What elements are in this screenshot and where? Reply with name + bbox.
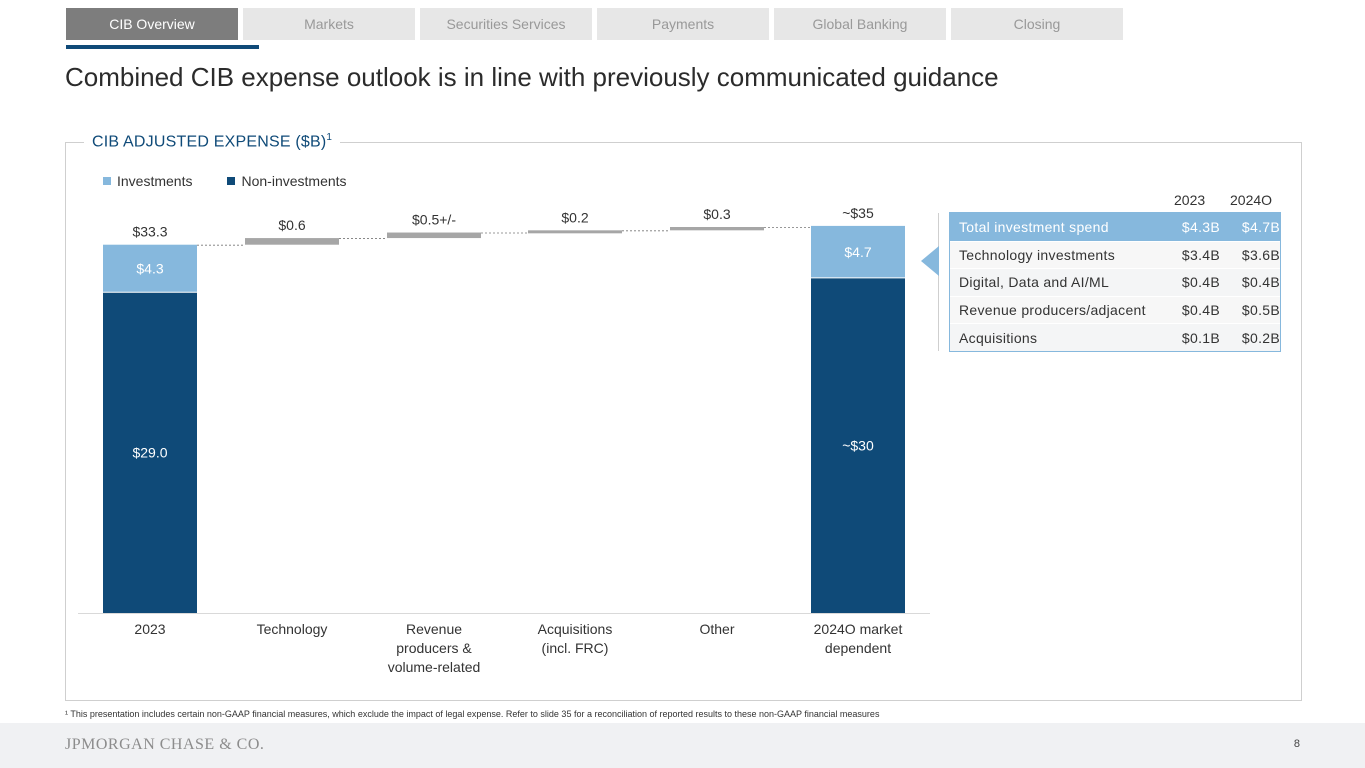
active-tab-underline — [66, 45, 259, 49]
table-row-label: Revenue producers/adjacent — [959, 302, 1146, 319]
step-data-label: $0.5+/- — [412, 212, 456, 228]
legend-investments: Investments — [103, 173, 192, 189]
chart-panel — [65, 142, 1302, 701]
panel-title: CIB ADJUSTED EXPENSE ($B)1 — [84, 132, 341, 152]
legend-investments-swatch — [103, 177, 111, 185]
investment-table: Total investment spend $4.3B $4.7B Technolo… — [949, 212, 1281, 352]
table-row-label: Technology investments — [959, 246, 1116, 263]
table-row: Digital, Data and AI/ML $0.4B $0.4B — [950, 268, 1280, 296]
table-cell-2024o: $0.2B — [1241, 329, 1280, 346]
data-label-2024o-non-investments: ~$30 — [842, 437, 874, 453]
data-label-2024o-investments: $4.7 — [844, 244, 871, 260]
tab-cib-overview[interactable]: CIB Overview — [66, 8, 238, 40]
waterfall-chart: $29.0 $4.3 $33.3 $0.6 $0.5+/- $0.2 $0.3 ~$30 $4.… — [78, 205, 930, 675]
x-tick-label: producers & — [396, 640, 472, 656]
table-header-2024o: 2024O — [1230, 192, 1273, 208]
table-row: Acquisitions $0.1B $0.2B — [950, 323, 1280, 351]
table-cell-2024o: $3.6B — [1241, 246, 1280, 263]
legend-non-investments-swatch — [227, 177, 236, 185]
step-data-label: $0.6 — [278, 217, 305, 233]
step-bar — [387, 232, 481, 239]
section-tabs: CIB Overview Markets Securities Services… — [66, 8, 1123, 40]
table-total-row: Total investment spend $4.3B $4.7B — [950, 213, 1280, 241]
table-cell-2024o: $0.5B — [1241, 302, 1280, 319]
bar-2024o-non-investments — [811, 277, 905, 613]
page-number: 8 — [1293, 738, 1300, 750]
tab-global-banking[interactable]: Global Banking — [774, 8, 946, 40]
page-title: Combined CIB expense outlook is in line … — [65, 62, 999, 92]
step-data-label: $0.3 — [703, 206, 730, 222]
tab-payments[interactable]: Payments — [597, 8, 769, 40]
data-label-2023-total: $33.3 — [132, 224, 167, 240]
table-cell-2023: $3.4B — [1181, 246, 1220, 263]
x-tick-label: (incl. FRC) — [542, 640, 609, 656]
bar-2024o-investments — [811, 225, 905, 278]
data-label-2023-investments: $4.3 — [136, 260, 163, 276]
panel-title-footnote-marker: 1 — [326, 132, 333, 143]
table-cell-2024o: $0.4B — [1241, 274, 1280, 291]
table-cell-2023: $0.4B — [1181, 302, 1220, 319]
legend-non-investments: Non-investments — [227, 173, 347, 189]
x-tick-label: volume-related — [388, 659, 481, 675]
company-logo: JPMORGAN CHASE & CO. — [65, 736, 265, 753]
footnote: ¹ This presentation includes certain non… — [65, 709, 880, 719]
x-tick-label: Technology — [257, 621, 328, 637]
table-cell-2023: $0.4B — [1181, 274, 1220, 291]
tab-markets[interactable]: Markets — [243, 8, 415, 40]
data-label-2023-non-investments: $29.0 — [132, 445, 167, 461]
footer-bar — [0, 723, 1365, 768]
step-bar — [670, 227, 764, 231]
legend-investments-label: Investments — [117, 173, 193, 189]
chart-legend: Investments Non-investments — [103, 173, 347, 189]
table-row: Technology investments $3.4B $3.6B — [950, 240, 1280, 269]
bar-2023-investments — [103, 244, 197, 293]
tab-closing[interactable]: Closing — [951, 8, 1123, 40]
table-row-label: Digital, Data and AI/ML — [959, 274, 1110, 291]
data-label-2024o-total: ~$35 — [842, 205, 874, 221]
legend-non-investments-label: Non-investments — [241, 173, 347, 189]
table-callout-arrow — [921, 246, 939, 276]
table-row-label: Total investment spend — [959, 218, 1109, 235]
x-tick-label: Revenue — [406, 621, 462, 637]
table-cell-2023: $4.3B — [1181, 218, 1220, 235]
tab-securities-services[interactable]: Securities Services — [420, 8, 592, 40]
table-cell-2023: $0.1B — [1181, 329, 1220, 346]
x-tick-label: Acquisitions — [538, 621, 613, 637]
table-cell-2024o: $4.7B — [1241, 218, 1280, 235]
x-tick-label: 2024O market — [814, 621, 903, 637]
x-tick-label: dependent — [825, 640, 891, 656]
step-data-label: $0.2 — [561, 209, 588, 225]
x-tick-label: 2023 — [134, 621, 165, 637]
table-connector-line — [938, 213, 939, 351]
table-row: Revenue producers/adjacent $0.4B $0.5B — [950, 295, 1280, 324]
table-column-headers: 2023 2024O — [950, 192, 1280, 208]
x-tick-label: Other — [699, 621, 734, 637]
bar-2023-non-investments — [103, 292, 197, 613]
step-bar — [528, 230, 622, 234]
table-row-label: Acquisitions — [959, 329, 1038, 346]
table-header-2023: 2023 — [1174, 192, 1206, 208]
panel-title-text: CIB ADJUSTED EXPENSE ($B) — [92, 133, 327, 151]
step-bar — [245, 238, 339, 245]
